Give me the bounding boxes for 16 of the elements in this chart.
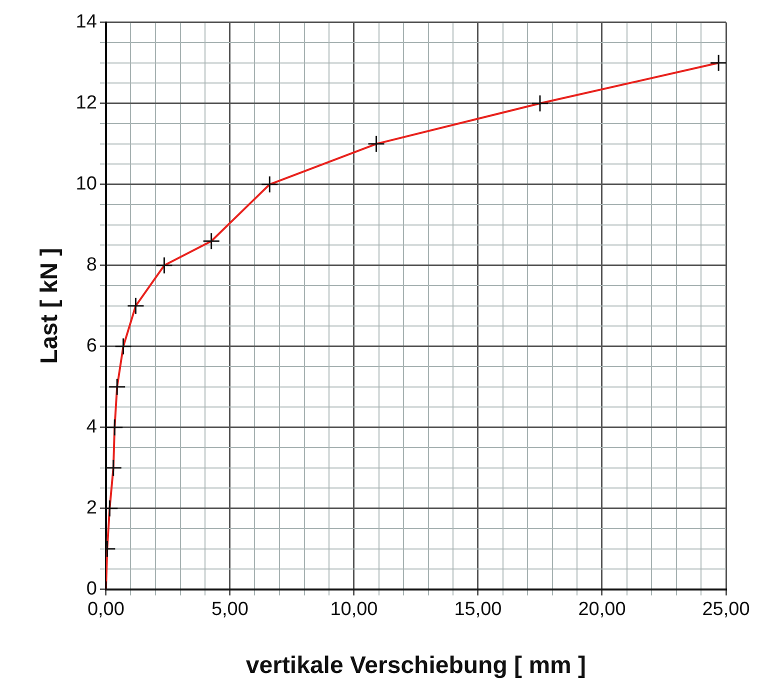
y-tick-label: 6: [86, 336, 97, 357]
x-tick-label: 10,00: [330, 599, 378, 620]
x-tick-label: 20,00: [578, 599, 626, 620]
x-tick-label: 25,00: [702, 599, 750, 620]
x-tick-label: 15,00: [454, 599, 502, 620]
y-axis-title: Last [ kN ]: [36, 248, 64, 364]
x-axis-title: vertikale Verschiebung [ mm ]: [246, 652, 586, 680]
x-tick-label: 5,00: [211, 599, 248, 620]
y-tick-label: 4: [86, 416, 98, 438]
y-tick-label: 14: [76, 12, 98, 33]
y-tick-label: 12: [76, 92, 97, 114]
y-tick-label: 8: [86, 254, 97, 276]
y-tick-label: 10: [76, 174, 97, 195]
x-tick-label: 0,00: [87, 599, 124, 620]
y-tick-label: 0: [86, 578, 97, 600]
y-tick-label: 2: [86, 498, 97, 519]
